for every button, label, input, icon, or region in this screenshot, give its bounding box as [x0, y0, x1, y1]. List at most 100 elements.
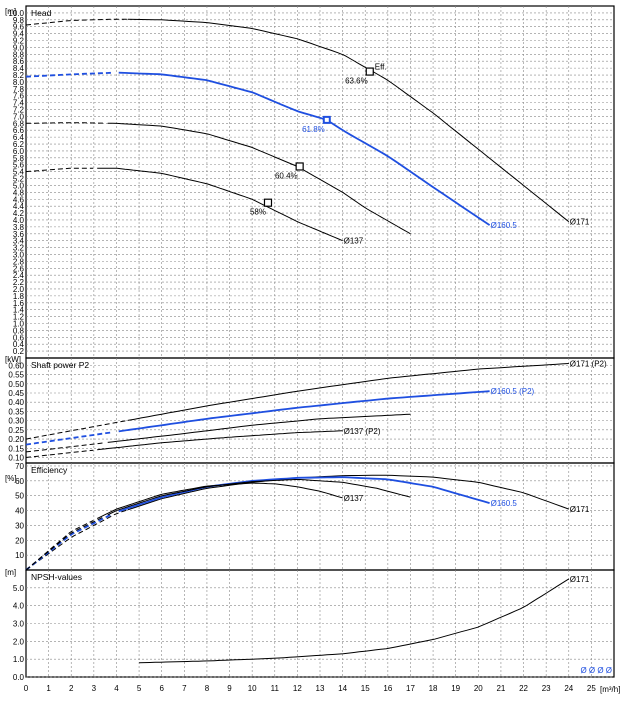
- power-panel: 0.100.150.200.250.300.350.400.450.500.55…: [5, 355, 615, 464]
- x-tick-label: 8: [205, 684, 210, 693]
- y-tick-label: 5.0: [13, 584, 25, 593]
- curve-dashed-segment: [25, 167, 94, 173]
- npsh-grid: [26, 570, 614, 678]
- y-tick-label: 2.4: [13, 271, 25, 280]
- curve-line: [139, 578, 570, 664]
- y-tick-label: 0.55: [8, 371, 24, 380]
- y-tick-label: 0.40: [8, 398, 24, 407]
- power-curve-labels: Ø171 (P2) Ø160.5 (P2) Ø137 (P2): [344, 360, 607, 436]
- efficiency-curves: [25, 474, 569, 571]
- curve-dashed-segment: [25, 449, 94, 458]
- x-tick-label: 14: [338, 684, 347, 693]
- y-tick-label: 2.0: [13, 285, 25, 294]
- x-tick-label: 21: [496, 684, 505, 693]
- y-tick-label: 2.8: [13, 257, 25, 266]
- x-tick-label: 22: [519, 684, 528, 693]
- y-tick-label: 0.45: [8, 389, 24, 398]
- y-tick-label: 5.4: [13, 168, 25, 177]
- y-tick-label: 5.2: [13, 175, 25, 184]
- y-tick-label: 1.0: [13, 319, 25, 328]
- series-end-label: Ø171: [570, 575, 590, 584]
- power-grid: [26, 358, 614, 463]
- efficiency-curve-labels: Ø171 Ø160.5 Ø137: [344, 494, 590, 514]
- x-tick-label: 2: [69, 684, 74, 693]
- curve-dashed-segment: [25, 520, 94, 571]
- y-tick-label: 10.0: [8, 9, 24, 18]
- y-tick-label: 6.6: [13, 126, 25, 135]
- power-panel-title: Shaft power P2: [31, 360, 89, 370]
- y-tick-label: 8.0: [13, 78, 25, 87]
- npsh-curve-labels: Ø171: [570, 575, 590, 584]
- y-tick-label: 2.6: [13, 264, 25, 273]
- y-tick-label: 9.4: [13, 30, 25, 39]
- y-tick-label: 0.50: [8, 380, 24, 389]
- y-tick-label: 30: [15, 521, 24, 530]
- y-tick-label: 0.0: [13, 673, 25, 682]
- series-end-label: Ø137: [344, 237, 364, 246]
- npsh-corner-label: Ø Ø Ø Ø: [580, 666, 612, 675]
- x-tick-label: 1: [46, 684, 51, 693]
- bep-label: 60.4%: [275, 171, 298, 180]
- bep-marker: [295, 162, 304, 171]
- head-panel-title: Head: [31, 8, 52, 18]
- y-tick-label: 8.6: [13, 57, 25, 66]
- y-tick-label: 3.8: [13, 223, 25, 232]
- x-tick-label: 13: [316, 684, 325, 693]
- npsh-panel-title: NPSH-values: [31, 572, 82, 582]
- bep-label: 58%: [250, 208, 266, 217]
- curve-solid-segment: [127, 474, 569, 511]
- curve-solid-segment: [96, 482, 343, 519]
- curve-solid-segment: [127, 18, 570, 223]
- npsh-panel: 0.01.02.03.04.05.0 Ø171 NPSH-values [m] …: [5, 568, 615, 682]
- y-tick-label: 8.8: [13, 50, 25, 59]
- curve-dashed-segment: [25, 419, 128, 440]
- y-tick-label: 4.0: [13, 602, 25, 611]
- y-tick-label: 4.8: [13, 188, 25, 197]
- y-tick-label: 7.8: [13, 85, 25, 94]
- y-tick-label: 0.8: [13, 326, 25, 335]
- y-tick-label: 4.2: [13, 209, 25, 218]
- y-tick-label: 0.30: [8, 417, 24, 426]
- series-end-label: Ø160.5: [491, 499, 518, 508]
- y-tick-label: 0.2: [13, 347, 25, 356]
- y-tick-label: 6.2: [13, 140, 25, 149]
- series-end-label: Ø171 (P2): [570, 360, 607, 369]
- x-tick-label: 15: [361, 684, 370, 693]
- y-tick-label: 2.2: [13, 278, 25, 287]
- x-tick-label: 24: [564, 684, 573, 693]
- y-tick-label: 60: [15, 477, 24, 486]
- y-tick-label: 50: [15, 492, 24, 501]
- x-tick-label: 25: [587, 684, 596, 693]
- series-end-label: Ø171: [570, 505, 590, 514]
- curve-solid-segment: [97, 167, 343, 242]
- x-tick-label: 7: [182, 684, 187, 693]
- curve-dashed-segment: [25, 442, 103, 453]
- y-tick-label: 7.2: [13, 106, 25, 115]
- head-curves: [25, 18, 570, 242]
- y-tick-label: 0.6: [13, 333, 25, 342]
- curve-solid-segment: [118, 71, 491, 226]
- y-tick-label: 0.4: [13, 340, 25, 349]
- x-tick-label: 5: [137, 684, 142, 693]
- bep-marker: [263, 198, 273, 207]
- y-tick-label: 7.4: [13, 99, 25, 108]
- series-end-label: Ø160.5: [491, 221, 518, 230]
- y-tick-label: 6.4: [13, 133, 25, 142]
- y-tick-label: 1.8: [13, 292, 25, 301]
- y-tick-label: 3.0: [13, 620, 25, 629]
- y-tick-label: 9.6: [13, 23, 25, 32]
- bep-label: 63.6%: [345, 77, 368, 86]
- curve-solid-segment: [118, 476, 490, 513]
- y-tick-label: 4.6: [13, 195, 25, 204]
- x-axis-ticks: 0 1 2 3 4 5 6 7 8 9 10 11 12 13 14 15 16 17 18 19 20 21 22 23 24…: [24, 684, 597, 693]
- power-y-unit: [kW]: [5, 355, 21, 364]
- x-tick-label: 0: [24, 684, 29, 693]
- y-tick-label: 3.0: [13, 250, 25, 259]
- head-curve-labels: Ø171 Ø160.5 Ø137 63.6% 61.8% 60.4% 58% Eff.: [250, 63, 590, 246]
- npsh-y-unit: [m]: [5, 568, 16, 577]
- y-tick-label: 1.2: [13, 313, 25, 322]
- y-tick-label: 7.0: [13, 112, 25, 121]
- npsh-curves: [139, 578, 570, 664]
- curve-solid-segment: [127, 363, 569, 421]
- x-tick-label: 17: [406, 684, 415, 693]
